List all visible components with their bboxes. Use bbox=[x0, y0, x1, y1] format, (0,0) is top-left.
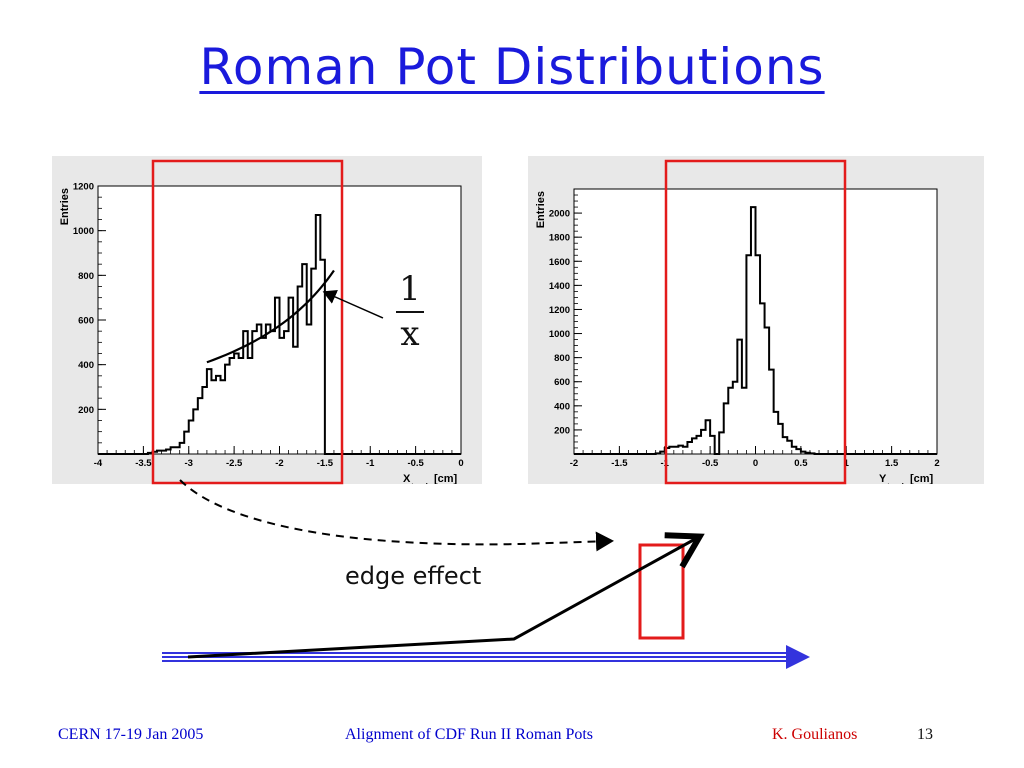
x-track-histogram-panel: 200 400 600 800 1000 1200 -4 -3.5 -3 -2.5 -2 -1.5 -1… bbox=[52, 156, 482, 484]
y-track-y-tick-label: 200 bbox=[554, 425, 570, 436]
y-track-x-axis-subscript: track bbox=[887, 482, 907, 484]
fit-pointer-arrow bbox=[322, 289, 384, 319]
y-track-y-tick-label: 600 bbox=[554, 377, 570, 388]
x-track-y-tick-label: 1200 bbox=[73, 182, 94, 193]
y-track-y-tick-label: 1800 bbox=[549, 233, 570, 244]
x-track-y-tick-label: 800 bbox=[78, 271, 94, 282]
x-track-x-tick-label: -4 bbox=[94, 458, 103, 469]
roman-pot-box bbox=[638, 543, 685, 640]
y-track-y-tick-label: 1400 bbox=[549, 281, 570, 292]
x-track-y-tick-label: 1000 bbox=[73, 226, 94, 237]
y-track-x-axis-unit: [cm] bbox=[910, 473, 934, 484]
beam-arrowhead bbox=[786, 645, 810, 669]
fraction-bar bbox=[396, 311, 424, 313]
one-over-x-annotation: 1 x bbox=[390, 269, 430, 354]
x-track-x-tick-label: -1.5 bbox=[317, 458, 334, 469]
y-track-histogram: 200 400 600 800 1000 1200 1400 1600 1800 2000 -2 -1… bbox=[535, 188, 940, 484]
x-track-x-tick-label: -3 bbox=[185, 458, 193, 469]
x-track-y-axis-title: Entries bbox=[59, 188, 71, 225]
footer-author: K. Goulianos bbox=[772, 726, 858, 743]
y-track-y-tick-label: 1600 bbox=[549, 257, 570, 268]
edge-dashed-arrow bbox=[179, 479, 614, 552]
y-track-x-tick-label: -0.5 bbox=[702, 458, 719, 469]
y-track-histogram-panel: 200 400 600 800 1000 1200 1400 1600 1800 2000 -2 -1… bbox=[528, 156, 984, 484]
y-track-y-tick-label: 1200 bbox=[549, 305, 570, 316]
y-track-x-tick-label: 0.5 bbox=[794, 458, 808, 469]
x-track-x-axis-subscript: track bbox=[411, 482, 431, 484]
y-track-y-axis-title: Entries bbox=[535, 191, 547, 228]
x-track-x-axis-title: X bbox=[403, 473, 411, 484]
x-track-x-tick-label: 0 bbox=[458, 458, 463, 469]
y-track-y-tick-label: 400 bbox=[554, 401, 570, 412]
y-track-x-tick-label: 0 bbox=[753, 458, 758, 469]
edge-effect-label: edge effect bbox=[345, 562, 482, 590]
footer-page-number: 13 bbox=[917, 726, 933, 743]
y-track-y-tick-label: 2000 bbox=[549, 209, 570, 220]
x-track-x-axis-unit: [cm] bbox=[434, 473, 458, 484]
y-track-x-tick-label: 1.5 bbox=[885, 458, 899, 469]
fraction-denominator: x bbox=[400, 314, 420, 354]
y-track-x-tick-label: -1.5 bbox=[611, 458, 628, 469]
y-highlight-box bbox=[664, 159, 847, 485]
x-track-x-tick-label: -2 bbox=[275, 458, 283, 469]
track-line bbox=[187, 532, 705, 659]
x-track-y-tick-label: 400 bbox=[78, 360, 94, 371]
y-track-x-axis-title: Y bbox=[879, 473, 887, 484]
y-track-y-tick-label: 1000 bbox=[549, 329, 570, 340]
x-track-x-tick-label: -2.5 bbox=[226, 458, 243, 469]
x-track-y-tick-label: 600 bbox=[78, 316, 94, 327]
slide-title: Roman Pot Distributions bbox=[199, 38, 825, 96]
fraction-numerator: 1 bbox=[399, 269, 421, 309]
x-track-histogram: 200 400 600 800 1000 1200 -4 -3.5 -3 -2.5 -2 -1.5 -1… bbox=[59, 182, 464, 485]
x-highlight-box bbox=[151, 159, 344, 485]
x-track-histogram-series bbox=[98, 214, 461, 455]
y-track-x-tick-label: 2 bbox=[934, 458, 939, 469]
footer-presentation-title: Alignment of CDF Run II Roman Pots bbox=[345, 726, 594, 743]
y-track-histogram-series bbox=[574, 206, 937, 455]
y-track-x-tick-label: -2 bbox=[570, 458, 578, 469]
y-track-x-tick-label: 1 bbox=[844, 458, 850, 469]
x-track-y-tick-label: 200 bbox=[78, 405, 94, 416]
footer-event: CERN 17-19 Jan 2005 bbox=[58, 726, 204, 743]
x-track-x-tick-label: -0.5 bbox=[407, 458, 424, 469]
x-track-x-tick-label: -1 bbox=[366, 458, 375, 469]
x-track-x-tick-label: -3.5 bbox=[135, 458, 152, 469]
y-track-y-tick-label: 800 bbox=[554, 353, 570, 364]
x-track-fit-curve bbox=[206, 269, 335, 364]
